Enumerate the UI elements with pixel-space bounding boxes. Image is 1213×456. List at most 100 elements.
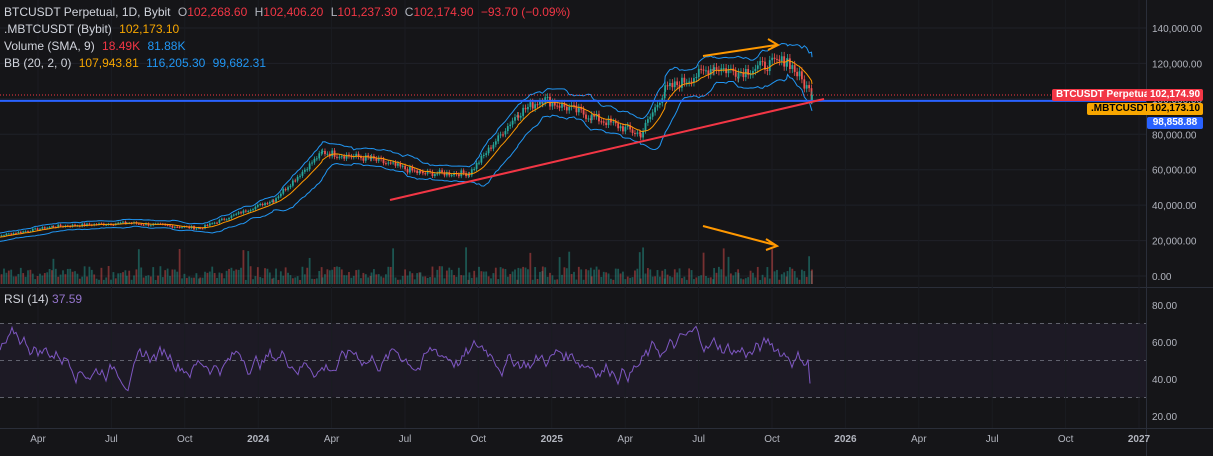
volume-bar xyxy=(350,277,353,284)
volume-bar xyxy=(409,271,411,284)
volume-bar xyxy=(211,266,214,284)
volume-bar xyxy=(169,275,171,284)
candle-body xyxy=(453,173,455,176)
volume-bar xyxy=(394,277,397,284)
volume-bar xyxy=(688,268,691,284)
volume-bar xyxy=(173,269,176,284)
divergence-arrow-price xyxy=(702,44,777,57)
volume-bar xyxy=(271,278,274,284)
price-axis-tick: 20,000.00 xyxy=(1152,237,1197,248)
time-axis-tick: 2027 xyxy=(1128,434,1151,445)
volume-bar xyxy=(700,275,703,284)
candle-body xyxy=(166,224,169,226)
candle-body xyxy=(702,69,705,71)
volume-bar xyxy=(228,268,230,284)
volume-bar xyxy=(443,278,446,284)
candle-body xyxy=(563,103,566,107)
candle-body xyxy=(590,114,593,121)
candle-body xyxy=(766,69,769,72)
candle-body xyxy=(522,107,525,116)
volume-bar xyxy=(524,267,527,284)
candle-body xyxy=(409,166,411,173)
candle-body xyxy=(421,171,424,174)
volume-bar xyxy=(206,272,209,284)
volume-sma-value: 81.88K xyxy=(147,39,186,53)
candle-body xyxy=(811,95,813,101)
candle-body xyxy=(275,198,277,202)
volume-bar xyxy=(46,272,49,284)
candle-body xyxy=(355,153,358,157)
volume-bar xyxy=(563,267,566,284)
volume-bar xyxy=(362,272,365,284)
volume-bar xyxy=(776,269,778,284)
volume-bar xyxy=(676,272,679,284)
candle-body xyxy=(607,118,610,126)
volume-bar xyxy=(86,276,88,284)
volume-bar xyxy=(242,250,245,284)
candle-body xyxy=(789,58,791,69)
candle-body xyxy=(644,122,647,131)
volume-bar xyxy=(516,279,519,284)
candle-body xyxy=(629,125,632,130)
volume-bar xyxy=(756,266,759,284)
volume-bar xyxy=(411,273,414,284)
candle-body xyxy=(34,228,37,230)
volume-bar xyxy=(235,269,238,284)
candle-body xyxy=(805,85,808,89)
candle-body xyxy=(176,226,179,228)
volume-bar xyxy=(740,278,742,284)
price-axis-tick: 80,000.00 xyxy=(1152,130,1197,141)
volume-bar xyxy=(681,278,683,284)
candle-body xyxy=(27,231,29,233)
volume-bar xyxy=(149,276,152,284)
time-axis-tick: Apr xyxy=(30,434,46,445)
candle-body xyxy=(59,224,62,227)
candle-body xyxy=(282,189,285,194)
candle-body xyxy=(676,81,679,86)
volume-bar xyxy=(299,279,301,284)
candle-body xyxy=(232,214,235,216)
candle-body xyxy=(612,121,615,123)
candle-body xyxy=(397,163,399,166)
bb-upper-value: 116,205.30 xyxy=(146,56,206,70)
candle-body xyxy=(541,101,544,104)
candle-body xyxy=(272,200,275,202)
volume-bar xyxy=(614,268,617,284)
volume-bar xyxy=(296,276,299,284)
volume-bar xyxy=(695,277,698,284)
divergence-arrowhead-volume xyxy=(765,238,780,251)
volume-bar xyxy=(102,279,105,284)
candle-body xyxy=(299,175,301,177)
volume-bar xyxy=(646,268,649,284)
volume-bar xyxy=(539,271,541,284)
candle-body xyxy=(487,147,490,154)
volume-bar xyxy=(375,274,378,284)
rsi-axis-tick: 20.00 xyxy=(1152,412,1177,423)
bb-upper-line xyxy=(0,42,813,234)
volume-bar xyxy=(730,273,732,284)
volume-bar xyxy=(54,268,57,284)
volume-bar xyxy=(478,266,480,284)
volume-bar xyxy=(404,269,407,284)
volume-bar xyxy=(610,278,612,284)
volume-bar xyxy=(71,271,74,284)
candle-body xyxy=(140,223,143,225)
candle-body xyxy=(296,176,299,181)
candle-body xyxy=(695,77,698,79)
volume-bar xyxy=(373,269,375,284)
candle-body xyxy=(195,228,198,230)
candle-body xyxy=(284,189,287,191)
volume-bar xyxy=(289,275,292,284)
candle-body xyxy=(164,224,167,226)
candle-body xyxy=(754,68,757,72)
candle-body xyxy=(527,106,529,110)
volume-bar xyxy=(536,278,539,284)
candle-body xyxy=(326,153,329,155)
volume-bar xyxy=(727,256,730,284)
candle-body xyxy=(580,107,583,110)
candle-body xyxy=(517,115,520,118)
candle-body xyxy=(727,69,730,74)
volume-bar xyxy=(140,267,143,284)
volume-bar xyxy=(780,274,783,284)
